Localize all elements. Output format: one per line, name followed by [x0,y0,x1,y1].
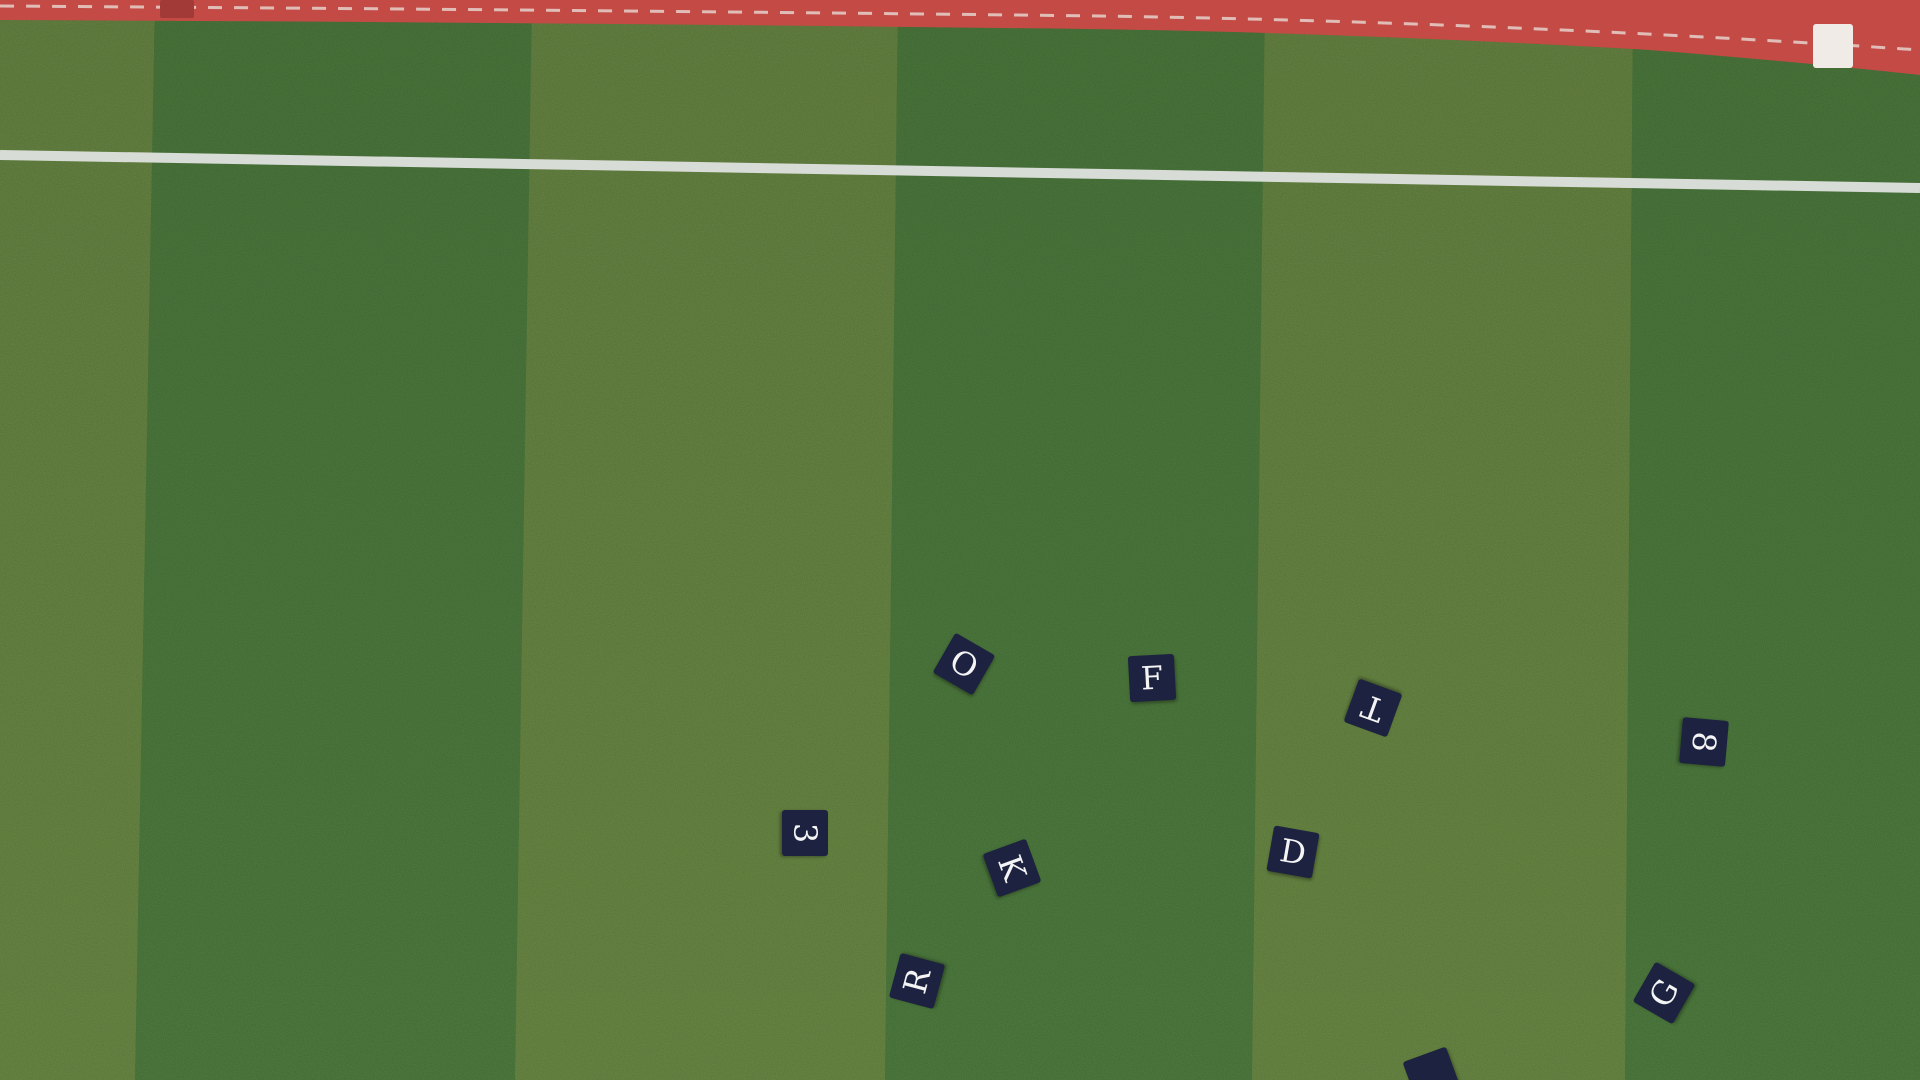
letter-tile-8: 8 [1679,717,1729,767]
track-marker [1813,24,1853,68]
letter-tile-3-char: 3 [786,822,824,844]
running-track [0,0,1920,75]
track-marker-small [160,0,194,18]
letter-tile-k-char: K [990,850,1034,886]
letter-tile-f-char: F [1139,658,1165,698]
letter-tile-f: F [1127,653,1177,703]
letter-tile-t-char: T [1356,686,1390,730]
letter-tile-o-char: O [943,640,985,688]
letter-tile-g-char: G [1641,972,1687,1014]
letter-tile-d-char: D [1277,831,1309,873]
letter-tile-8-char: 8 [1684,730,1724,754]
track-dashed-line [0,4,1920,52]
boundary-line [0,150,1920,193]
letter-tile-3: 3 [782,810,828,856]
letter-tile-r-char: R [895,964,939,998]
letter-tile-d: D [1266,825,1320,879]
